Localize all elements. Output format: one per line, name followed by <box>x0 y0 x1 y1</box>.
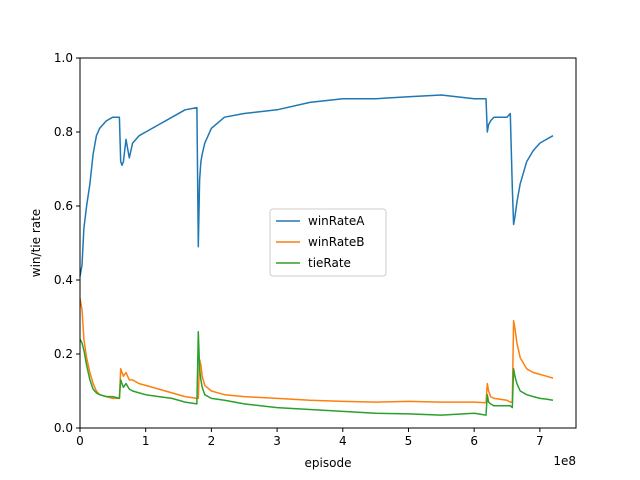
x-tick-label: 3 <box>273 434 281 448</box>
y-axis-label: win/tie rate <box>29 209 43 277</box>
legend-box <box>269 208 387 277</box>
x-axis-offset-label: 1e8 <box>553 454 576 468</box>
y-tick-label: 0.0 <box>54 421 73 435</box>
y-axis: 0.0 0.2 0.4 0.6 0.8 1.0 <box>54 51 80 435</box>
x-tick-label: 6 <box>470 434 478 448</box>
y-tick-label: 1.0 <box>54 51 73 65</box>
x-tick-label: 0 <box>76 434 84 448</box>
series-line-tieRate <box>79 331 554 416</box>
x-axis-label: episode <box>305 456 352 470</box>
x-tick-label: 1 <box>142 434 150 448</box>
series-layer <box>79 94 554 416</box>
y-tick-label: 0.2 <box>54 347 73 361</box>
x-tick-label: 2 <box>208 434 216 448</box>
y-tick-label: 0.8 <box>54 125 73 139</box>
legend: winRateA winRateB tieRate <box>269 208 387 277</box>
series-line-winRateA <box>79 94 554 277</box>
plot-frame <box>79 57 577 429</box>
x-tick-label: 4 <box>339 434 347 448</box>
x-axis: 0 1 2 3 4 5 6 7 <box>76 428 544 448</box>
legend-label-tieRate: tieRate <box>308 256 351 270</box>
legend-label-winRateB: winRateB <box>308 235 365 249</box>
y-tick-label: 0.4 <box>54 273 73 287</box>
x-tick-label: 5 <box>405 434 413 448</box>
legend-label-winRateA: winRateA <box>308 214 365 228</box>
y-tick-label: 0.6 <box>54 199 73 213</box>
x-tick-label: 7 <box>536 434 544 448</box>
